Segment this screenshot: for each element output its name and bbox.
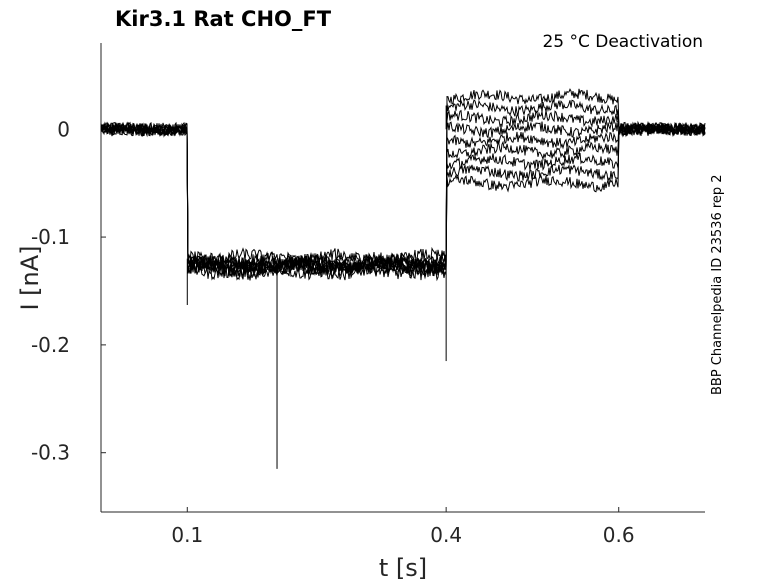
current-trace (100, 121, 706, 282)
current-trace (100, 122, 706, 270)
x-ticks: 0.1 0.4 0.6 (171, 507, 635, 547)
x-axis-label: t [s] (379, 554, 427, 582)
chart-title: Kir3.1 Rat CHO_FT (115, 7, 332, 31)
y-tick-label: -0.1 (31, 225, 70, 249)
current-trace (100, 121, 706, 275)
y-tick-label: -0.3 (31, 441, 70, 465)
y-axis-label: I [nA] (16, 245, 44, 310)
x-tick-label: 0.1 (171, 523, 203, 547)
current-trace (100, 109, 705, 273)
current-trace (100, 98, 706, 279)
current-trace (100, 120, 706, 276)
current-trace (100, 88, 706, 275)
current-traces (100, 88, 706, 469)
x-tick-label: 0.4 (430, 523, 462, 547)
y-ticks: 0 -0.1 -0.2 -0.3 (31, 117, 106, 465)
y-tick-label: 0 (57, 117, 70, 141)
axes (100, 43, 705, 513)
y-tick-label: -0.2 (31, 333, 70, 357)
side-label: BBP Channelpedia ID 23536 rep 2 (710, 174, 725, 395)
x-tick-label: 0.6 (603, 523, 635, 547)
condition-annotation: 25 °C Deactivation (542, 32, 703, 52)
